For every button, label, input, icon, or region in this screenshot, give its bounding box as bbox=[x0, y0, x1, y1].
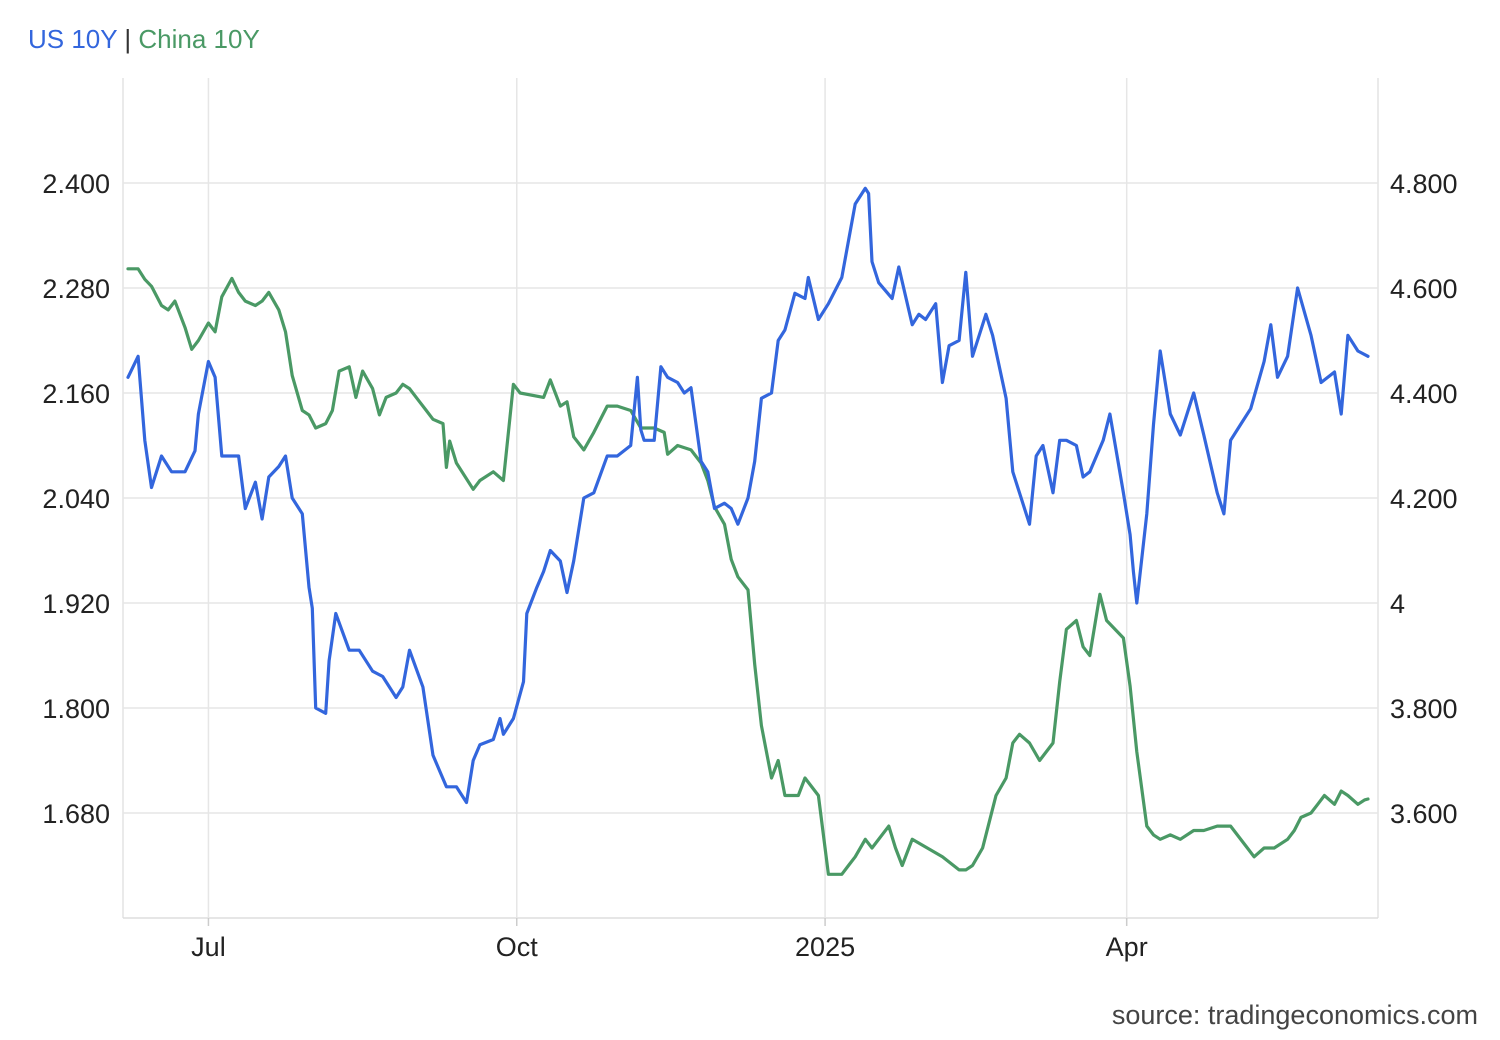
y-tick-right: 4.800 bbox=[1390, 169, 1458, 199]
y-tick-right: 4.400 bbox=[1390, 379, 1458, 409]
china-10y-line bbox=[126, 267, 1370, 876]
grid bbox=[122, 78, 1379, 926]
x-tick-label: Apr bbox=[1106, 932, 1148, 962]
y-tick-right: 4.200 bbox=[1390, 484, 1458, 514]
series-lines bbox=[126, 186, 1370, 876]
source-note: source: tradingeconomics.com bbox=[1111, 1000, 1478, 1030]
y-tick-left: 2.040 bbox=[42, 484, 110, 514]
us-10y-line bbox=[126, 186, 1370, 805]
x-tick-label: 2025 bbox=[795, 932, 855, 962]
x-tick-label: Jul bbox=[191, 932, 226, 962]
legend-us-10y[interactable]: US 10Y bbox=[28, 24, 118, 54]
y-tick-right: 4.600 bbox=[1390, 274, 1458, 304]
y-tick-left: 2.280 bbox=[42, 274, 110, 304]
y-tick-left: 1.920 bbox=[42, 589, 110, 619]
axis-labels: 2.400 4.800 2.280 4.600 2.160 4.400 2.040 4.200… bbox=[42, 169, 1457, 962]
y-tick-left: 1.800 bbox=[42, 694, 110, 724]
y-tick-right: 3.600 bbox=[1390, 799, 1458, 829]
y-tick-left: 2.400 bbox=[42, 169, 110, 199]
y-tick-left: 2.160 bbox=[42, 379, 110, 409]
legend: US 10Y | China 10Y bbox=[28, 22, 260, 56]
y-tick-left: 1.680 bbox=[42, 799, 110, 829]
y-tick-right: 4 bbox=[1390, 589, 1405, 619]
legend-china-10y[interactable]: China 10Y bbox=[138, 24, 260, 54]
y-tick-right: 3.800 bbox=[1390, 694, 1458, 724]
legend-separator: | bbox=[124, 24, 132, 54]
x-tick-label: Oct bbox=[496, 932, 539, 962]
